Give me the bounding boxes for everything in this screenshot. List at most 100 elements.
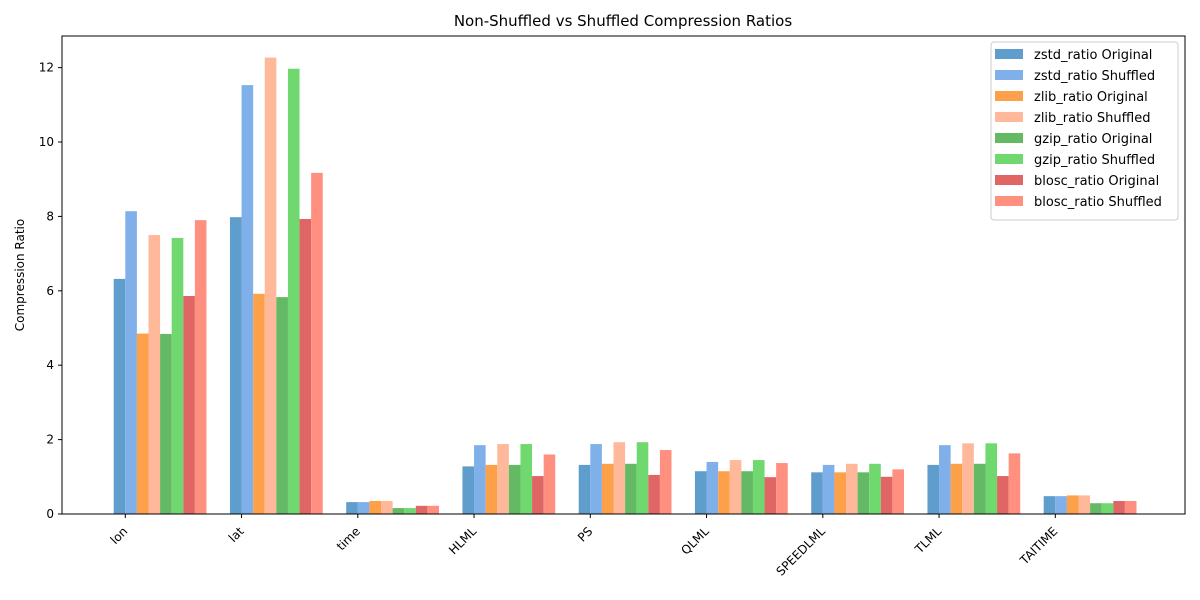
bar (485, 464, 498, 514)
bar (532, 476, 544, 514)
chart-title: Non-Shuffled vs Shuffled Compression Rat… (454, 12, 792, 30)
bar (508, 464, 521, 514)
bar (1078, 495, 1091, 514)
legend-box (990, 41, 1179, 221)
bar (183, 296, 195, 514)
bar (299, 219, 312, 514)
bar (659, 450, 672, 514)
bar (148, 235, 161, 515)
x-tick-label: TLML (912, 524, 945, 557)
bar (160, 333, 172, 514)
bar (950, 463, 963, 514)
y-tick-label: 2 (46, 433, 54, 447)
bars-group (113, 57, 1137, 515)
legend-label: gzip_ratio Shuffled (1034, 153, 1155, 168)
legend-swatch (995, 70, 1023, 80)
y-tick-label: 8 (46, 209, 54, 223)
legend-label: gzip_ratio Original (1034, 132, 1152, 147)
bar (625, 463, 637, 514)
legend-label: blosc_ratio Original (1034, 174, 1159, 189)
bar (1090, 503, 1102, 514)
bar (415, 505, 428, 514)
bar (346, 502, 358, 514)
bar (497, 444, 509, 514)
bar (590, 444, 602, 514)
bar (834, 472, 846, 514)
bar (927, 464, 940, 514)
legend-label: zlib_ratio Original (1034, 90, 1148, 105)
y-axis-label: Compression Ratio (13, 219, 27, 332)
legend-label: zstd_ratio Shuffled (1034, 69, 1155, 84)
bar (729, 460, 742, 514)
bar (1066, 495, 1079, 514)
bar (706, 461, 719, 514)
y-tick-label: 4 (46, 358, 54, 372)
bar (229, 217, 242, 514)
bar (427, 505, 439, 514)
bar (311, 172, 323, 515)
bar (869, 463, 881, 514)
bar (857, 472, 870, 514)
bar (171, 237, 184, 514)
x-tick-label: lat (226, 524, 247, 545)
bar (892, 469, 904, 514)
legend: zstd_ratio Original zstd_ratio Shuffled zl… (990, 41, 1179, 221)
x-tick-label: lon (108, 524, 131, 547)
x-tick-label: QLML (678, 524, 712, 558)
x-tick-label: HLML (446, 524, 479, 557)
bar (752, 460, 765, 514)
bar (939, 445, 951, 514)
legend-swatch (995, 133, 1023, 143)
y-axis: 0 2 4 6 8 10 12 (39, 61, 62, 521)
bar (1101, 503, 1114, 514)
bar (846, 463, 858, 514)
bar (136, 333, 149, 514)
bar (613, 442, 626, 514)
x-axis: lon lat time HLML PS QLML SPEEDLML TLML TAITIME (108, 514, 1061, 579)
bar (741, 471, 753, 514)
bar (369, 500, 381, 514)
legend-swatch (995, 196, 1023, 206)
bar (125, 211, 137, 515)
bar (962, 443, 974, 514)
bar (1008, 453, 1021, 514)
bar (520, 444, 533, 514)
bar (241, 85, 254, 515)
legend-label: zlib_ratio Shuffled (1034, 111, 1150, 126)
bar (601, 463, 614, 514)
bar (357, 502, 370, 514)
bar (194, 220, 207, 514)
legend-swatch (995, 91, 1023, 101)
legend-swatch (995, 112, 1023, 122)
bar (694, 471, 707, 514)
y-tick-label: 0 (46, 507, 54, 521)
bar (880, 476, 893, 514)
bar (474, 445, 486, 514)
bar (1113, 500, 1125, 514)
y-tick-label: 6 (46, 284, 54, 298)
legend-swatch (995, 49, 1023, 59)
bar (648, 474, 660, 514)
bar (276, 297, 288, 514)
bar (392, 508, 405, 514)
bar (764, 477, 777, 514)
bar (636, 442, 649, 514)
y-tick-label: 12 (39, 61, 54, 75)
x-tick-label: PS (575, 524, 595, 544)
bar (113, 278, 126, 514)
bar (253, 293, 265, 514)
bar (1124, 500, 1137, 514)
bar (543, 454, 556, 514)
bar (578, 464, 591, 514)
bar (811, 472, 823, 514)
bar (776, 463, 788, 514)
bar (973, 463, 986, 514)
bar (822, 464, 835, 514)
legend-swatch (995, 154, 1023, 164)
x-tick-label: TAITIME (1017, 524, 1061, 568)
legend-swatch (995, 175, 1023, 185)
bar (1043, 496, 1056, 514)
legend-label: blosc_ratio Shuffled (1034, 195, 1162, 210)
bar (264, 57, 277, 514)
